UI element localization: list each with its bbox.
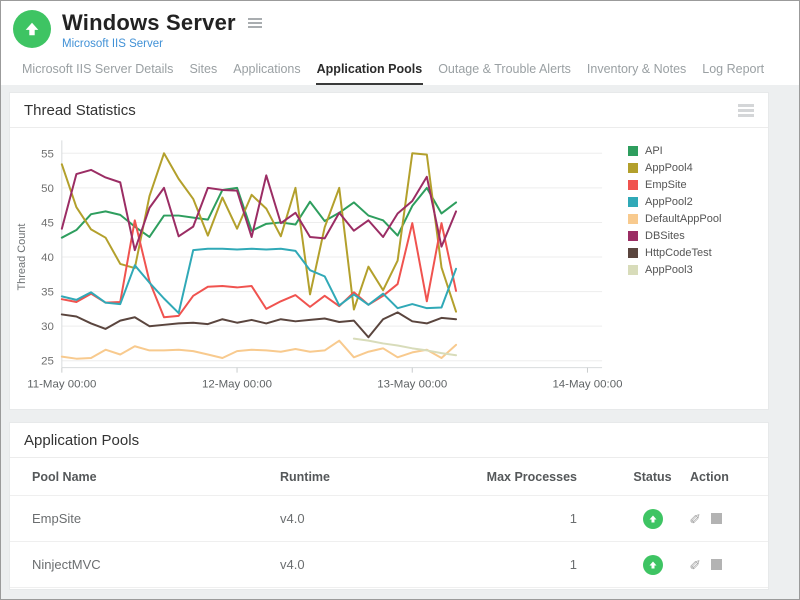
legend-item-empsite[interactable]: EmpSite: [628, 176, 721, 193]
up-arrow-icon: [649, 515, 656, 522]
col-runtime: Runtime: [280, 469, 330, 484]
stop-square-icon[interactable]: [710, 513, 722, 524]
table-row: NinjectMVC v4.0 1 ✎: [10, 542, 768, 588]
thread-count-chart: 25 30 35 40 45 50 55 11-May 00:00 12-May 00:00 13…: [16, 140, 622, 391]
action-cell: ✎: [687, 556, 780, 573]
svg-text:50: 50: [41, 183, 54, 195]
status-cell: [615, 554, 690, 575]
tab-inventory-notes[interactable]: Inventory & Notes: [586, 62, 687, 76]
col-pool-name: Pool Name: [32, 469, 97, 484]
svg-text:35: 35: [41, 287, 54, 299]
legend-swatch: [628, 247, 638, 258]
up-arrow-icon: [25, 22, 39, 36]
table-panel-title: Application Pools: [24, 432, 140, 449]
thread-statistics-panel: Thread Statistics 25 30 35 40 45 50 55 11-May 0…: [9, 92, 769, 410]
series-line-httpcodetest: [60, 311, 458, 339]
svg-text:55: 55: [41, 148, 54, 160]
series-line-apppool2: [60, 247, 458, 315]
svg-text:11-May 00:00: 11-May 00:00: [27, 379, 96, 391]
tab-sites[interactable]: Sites: [189, 62, 218, 76]
col-action: Action: [690, 469, 729, 484]
col-status: Status: [633, 469, 672, 484]
legend-item-api[interactable]: API: [628, 142, 721, 159]
legend-label: AppPool3: [645, 263, 693, 276]
pool-name-cell: EmpSite: [32, 511, 82, 526]
tab-applications[interactable]: Applications: [233, 62, 301, 76]
status-cell: [615, 508, 690, 529]
legend-label: API: [645, 144, 663, 157]
series-line-dbsites: [60, 168, 458, 252]
legend-label: EmpSite: [645, 178, 687, 191]
legend-item-apppool2[interactable]: AppPool2: [628, 193, 721, 210]
up-arrow-icon: [649, 561, 656, 568]
pool-name-cell: NinjectMVC: [32, 557, 101, 572]
legend-item-httpcodetest[interactable]: HttpCodeTest: [628, 244, 721, 261]
chart-legend: API AppPool4 EmpSite AppPool2 DefaultAppPool…: [622, 142, 721, 400]
tab-bar: Microsoft IIS Server Details Sites Applica…: [13, 50, 787, 85]
legend-swatch: [628, 145, 638, 156]
legend-item-dbsites[interactable]: DBSites: [628, 227, 721, 244]
col-max-processes: Max Processes: [486, 469, 577, 484]
max-processes-cell: 1: [569, 511, 577, 526]
svg-text:25: 25: [41, 356, 54, 368]
legend-swatch: [628, 264, 638, 275]
status-up-badge: [642, 508, 663, 529]
server-status-avatar: [13, 10, 51, 48]
svg-text:14-May 00:00: 14-May 00:00: [552, 379, 622, 391]
application-pools-table: Pool Name Runtime Max Processes Status A…: [10, 458, 768, 588]
legend-item-defaultapppool[interactable]: DefaultAppPool: [628, 210, 721, 227]
legend-swatch: [628, 196, 638, 207]
legend-label: DBSites: [645, 229, 685, 242]
application-pools-panel: Application Pools Pool Name Runtime Max …: [9, 422, 769, 590]
svg-text:40: 40: [41, 252, 54, 264]
legend-item-apppool3[interactable]: AppPool3: [628, 261, 721, 278]
table-row: EmpSite v4.0 1 ✎: [10, 496, 768, 542]
title-menu-icon[interactable]: [246, 16, 264, 30]
status-up-badge: [642, 554, 663, 575]
table-header-row: Pool Name Runtime Max Processes Status A…: [10, 458, 768, 496]
series-line-empsite: [60, 219, 458, 319]
chart-menu-icon[interactable]: [738, 102, 754, 119]
legend-swatch: [628, 162, 638, 173]
tab-microsoft-iis-server-details[interactable]: Microsoft IIS Server Details: [22, 62, 174, 76]
svg-text:Thread Count: Thread Count: [16, 224, 28, 291]
svg-text:13-May 00:00: 13-May 00:00: [377, 379, 447, 391]
svg-text:30: 30: [41, 321, 54, 333]
series-line-api: [60, 186, 458, 239]
series-line-defaultapppool: [60, 339, 458, 360]
action-cell: ✎: [687, 510, 780, 527]
edit-pencil-icon[interactable]: ✎: [687, 512, 704, 525]
chart-panel-title: Thread Statistics: [24, 102, 136, 119]
app-header: Windows Server Microsoft IIS Server Micr…: [1, 1, 799, 85]
legend-label: AppPool4: [645, 161, 693, 174]
svg-text:45: 45: [41, 217, 54, 229]
max-processes-cell: 1: [569, 557, 577, 572]
main-content: Thread Statistics 25 30 35 40 45 50 55 11-May 0…: [1, 85, 799, 599]
stop-square-icon[interactable]: [710, 559, 722, 570]
legend-swatch: [628, 230, 638, 241]
page-title: Windows Server: [62, 10, 236, 35]
server-type-link[interactable]: Microsoft IIS Server: [62, 38, 163, 50]
tab-outage-trouble-alerts[interactable]: Outage & Trouble Alerts: [438, 62, 571, 76]
legend-label: DefaultAppPool: [645, 212, 722, 225]
series-line-apppool4: [60, 152, 458, 313]
series-line-apppool3: [352, 337, 458, 357]
legend-swatch: [628, 179, 638, 190]
runtime-cell: v4.0: [280, 511, 305, 526]
legend-item-apppool4[interactable]: AppPool4: [628, 159, 721, 176]
legend-label: HttpCodeTest: [645, 246, 712, 259]
tab-application-pools[interactable]: Application Pools: [315, 60, 424, 85]
svg-text:12-May 00:00: 12-May 00:00: [202, 379, 272, 391]
runtime-cell: v4.0: [280, 557, 305, 572]
legend-label: AppPool2: [645, 195, 693, 208]
tab-log-report[interactable]: Log Report: [702, 62, 765, 76]
legend-swatch: [628, 213, 638, 224]
edit-pencil-icon[interactable]: ✎: [687, 558, 704, 571]
